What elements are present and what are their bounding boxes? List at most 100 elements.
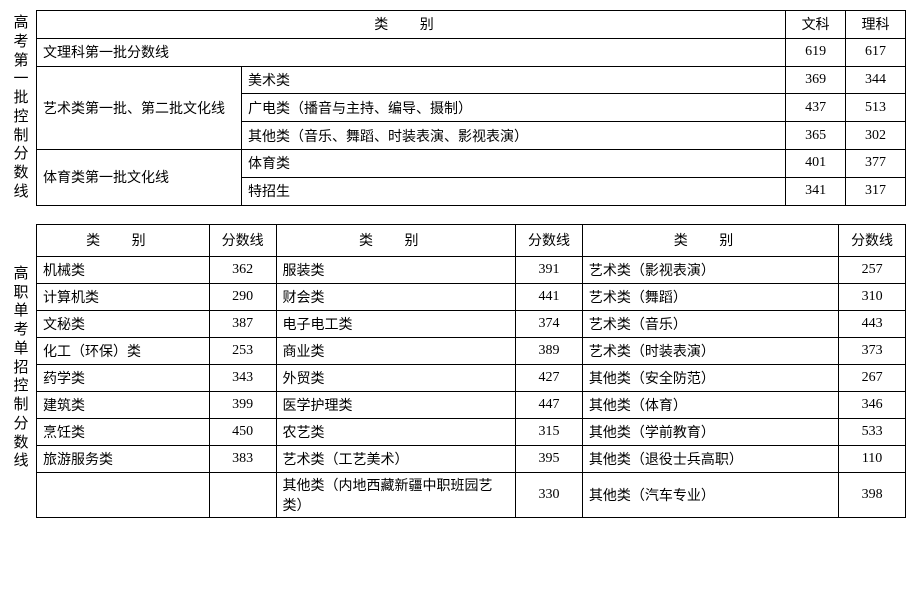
category-cell: 财会类 xyxy=(276,283,516,310)
group-cell: 文理科第一批分数线 xyxy=(37,38,786,66)
like-cell: 513 xyxy=(846,94,906,122)
table-2-h-score-2: 分数线 xyxy=(516,224,583,256)
category-cell: 文秘类 xyxy=(37,310,210,337)
category-cell: 其他类（内地西藏新疆中职班园艺类） xyxy=(276,472,516,517)
score-cell: 383 xyxy=(209,445,276,472)
category-cell: 艺术类（舞蹈） xyxy=(582,283,838,310)
category-cell: 服装类 xyxy=(276,256,516,283)
group-cell: 体育类第一批文化线 xyxy=(37,149,242,205)
score-cell: 362 xyxy=(209,256,276,283)
category-cell: 其他类（学前教育） xyxy=(582,418,838,445)
score-cell: 391 xyxy=(516,256,583,283)
table-row: 体育类第一批文化线体育类401377 xyxy=(37,149,906,177)
section-1: 高考第一批控制分数线 类 别 文科 理科 文理科第一批分数线619617艺术类第… xyxy=(10,10,916,206)
wenke-cell: 369 xyxy=(786,66,846,94)
score-cell: 398 xyxy=(839,472,906,517)
table-1-header-wenke: 文科 xyxy=(786,11,846,39)
category-cell: 艺术类（音乐） xyxy=(582,310,838,337)
score-cell: 330 xyxy=(516,472,583,517)
category-cell: 旅游服务类 xyxy=(37,445,210,472)
table-2-h-score-1: 分数线 xyxy=(209,224,276,256)
score-cell: 395 xyxy=(516,445,583,472)
section-1-side-label: 高考第一批控制分数线 xyxy=(10,10,32,206)
like-cell: 344 xyxy=(846,66,906,94)
table-row: 旅游服务类383艺术类（工艺美术）395其他类（退役士兵高职）110 xyxy=(37,445,906,472)
category-cell: 艺术类（时装表演） xyxy=(582,337,838,364)
score-cell: 257 xyxy=(839,256,906,283)
sub-cell: 其他类（音乐、舞蹈、时装表演、影视表演） xyxy=(241,122,785,150)
category-cell: 外贸类 xyxy=(276,364,516,391)
like-cell: 302 xyxy=(846,122,906,150)
table-row: 计算机类290财会类441艺术类（舞蹈）310 xyxy=(37,283,906,310)
category-cell: 药学类 xyxy=(37,364,210,391)
score-cell: 447 xyxy=(516,391,583,418)
score-cell: 253 xyxy=(209,337,276,364)
table-2-h-cat-3: 类 别 xyxy=(582,224,838,256)
score-cell: 343 xyxy=(209,364,276,391)
table-1: 类 别 文科 理科 文理科第一批分数线619617艺术类第一批、第二批文化线美术… xyxy=(36,10,906,206)
table-row: 建筑类399医学护理类447其他类（体育）346 xyxy=(37,391,906,418)
category-cell: 农艺类 xyxy=(276,418,516,445)
score-cell: 399 xyxy=(209,391,276,418)
category-cell: 计算机类 xyxy=(37,283,210,310)
category-cell: 烹饪类 xyxy=(37,418,210,445)
category-cell: 商业类 xyxy=(276,337,516,364)
wenke-cell: 401 xyxy=(786,149,846,177)
table-2: 类 别 分数线 类 别 分数线 类 别 分数线 机械类362服装类391艺术类（… xyxy=(36,224,906,518)
section-2: 高职单考单招控制分数线 类 别 分数线 类 别 分数线 类 别 分数线 机械类3… xyxy=(10,224,916,513)
category-cell: 化工（环保）类 xyxy=(37,337,210,364)
sub-cell: 体育类 xyxy=(241,149,785,177)
like-cell: 377 xyxy=(846,149,906,177)
sub-cell: 特招生 xyxy=(241,177,785,205)
score-cell: 387 xyxy=(209,310,276,337)
score-cell: 110 xyxy=(839,445,906,472)
score-cell: 389 xyxy=(516,337,583,364)
score-cell: 443 xyxy=(839,310,906,337)
table-row: 艺术类第一批、第二批文化线美术类369344 xyxy=(37,66,906,94)
sub-cell: 美术类 xyxy=(241,66,785,94)
score-cell: 427 xyxy=(516,364,583,391)
empty-cell xyxy=(209,472,276,517)
section-2-side-label: 高职单考单招控制分数线 xyxy=(10,224,32,513)
like-cell: 317 xyxy=(846,177,906,205)
table-2-h-cat-1: 类 别 xyxy=(37,224,210,256)
group-cell: 艺术类第一批、第二批文化线 xyxy=(37,66,242,149)
score-cell: 374 xyxy=(516,310,583,337)
table-1-header-category: 类 别 xyxy=(37,11,786,39)
category-cell: 艺术类（工艺美术） xyxy=(276,445,516,472)
score-cell: 450 xyxy=(209,418,276,445)
score-cell: 290 xyxy=(209,283,276,310)
category-cell: 其他类（退役士兵高职） xyxy=(582,445,838,472)
wenke-cell: 341 xyxy=(786,177,846,205)
category-cell: 机械类 xyxy=(37,256,210,283)
table-row: 文秘类387电子电工类374艺术类（音乐）443 xyxy=(37,310,906,337)
score-cell: 441 xyxy=(516,283,583,310)
category-cell: 电子电工类 xyxy=(276,310,516,337)
like-cell: 617 xyxy=(846,38,906,66)
empty-cell xyxy=(37,472,210,517)
score-cell: 346 xyxy=(839,391,906,418)
table-2-h-score-3: 分数线 xyxy=(839,224,906,256)
category-cell: 医学护理类 xyxy=(276,391,516,418)
sub-cell: 广电类（播音与主持、编导、摄制） xyxy=(241,94,785,122)
table-row: 药学类343外贸类427其他类（安全防范）267 xyxy=(37,364,906,391)
category-cell: 其他类（体育） xyxy=(582,391,838,418)
category-cell: 其他类（安全防范） xyxy=(582,364,838,391)
score-cell: 533 xyxy=(839,418,906,445)
category-cell: 艺术类（影视表演） xyxy=(582,256,838,283)
score-cell: 267 xyxy=(839,364,906,391)
score-cell: 315 xyxy=(516,418,583,445)
category-cell: 其他类（汽车专业） xyxy=(582,472,838,517)
table-row: 烹饪类450农艺类315其他类（学前教育）533 xyxy=(37,418,906,445)
wenke-cell: 437 xyxy=(786,94,846,122)
table-row: 机械类362服装类391艺术类（影视表演）257 xyxy=(37,256,906,283)
table-2-h-cat-2: 类 别 xyxy=(276,224,516,256)
wenke-cell: 365 xyxy=(786,122,846,150)
wenke-cell: 619 xyxy=(786,38,846,66)
table-1-header-like: 理科 xyxy=(846,11,906,39)
score-cell: 310 xyxy=(839,283,906,310)
category-cell: 建筑类 xyxy=(37,391,210,418)
score-cell: 373 xyxy=(839,337,906,364)
table-row: 化工（环保）类253商业类389艺术类（时装表演）373 xyxy=(37,337,906,364)
table-row: 文理科第一批分数线619617 xyxy=(37,38,906,66)
